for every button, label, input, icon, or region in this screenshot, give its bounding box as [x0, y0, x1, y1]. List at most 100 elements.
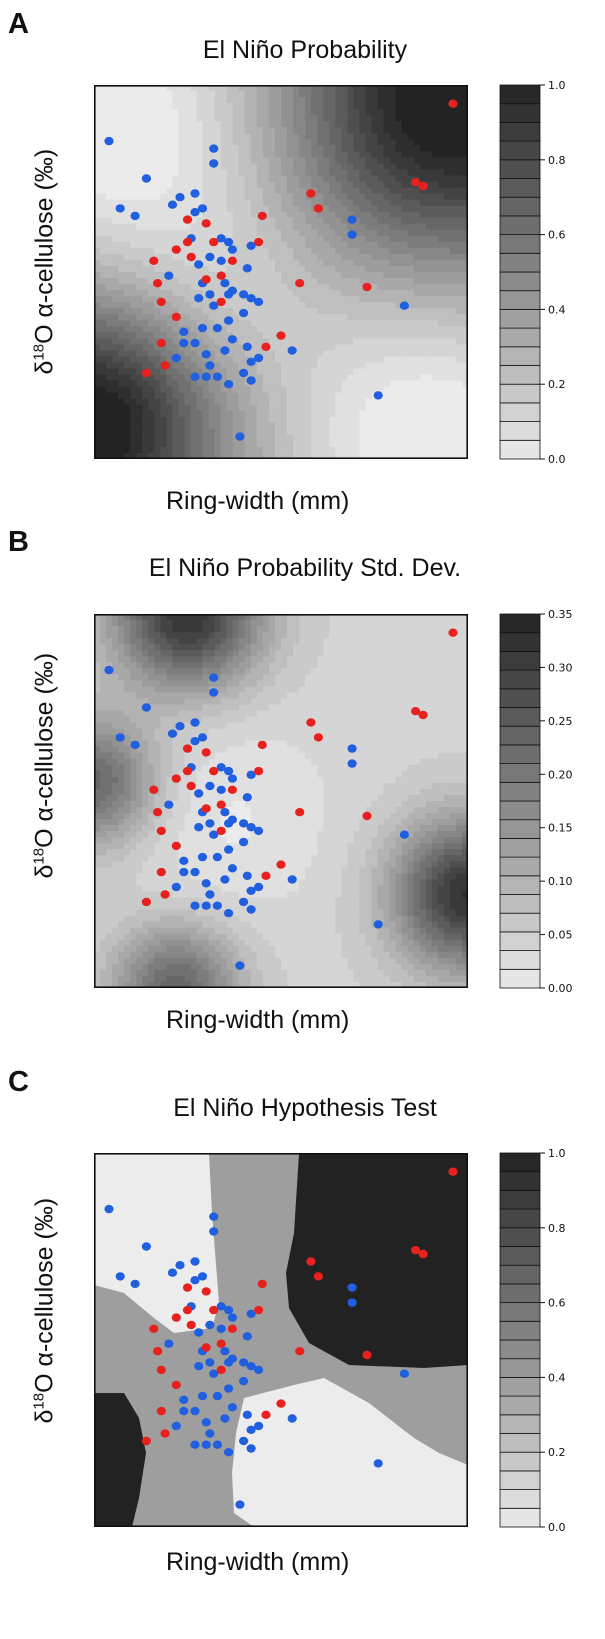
other-year-point [141, 174, 151, 183]
colorbar-band [499, 1320, 541, 1341]
colorbar: 0.00 0.05 0.10 0.15 0.20 0.25 0.30 0.35 [499, 608, 573, 995]
panel-label: A [8, 8, 29, 40]
colorbar-band [499, 290, 541, 310]
plot-area [94, 614, 468, 988]
el-nino-point [306, 718, 316, 727]
other-year-point [399, 301, 409, 310]
el-nino-point [411, 1246, 421, 1255]
el-nino-point [448, 628, 458, 637]
y-axis-label: δ18O α-cellulose (‰) [30, 148, 59, 375]
other-year-point [246, 357, 256, 366]
other-year-point [205, 290, 215, 299]
other-year-point [201, 372, 211, 381]
colorbar-band [499, 1152, 541, 1173]
colorbar-tick-label: 0.4 [548, 1371, 566, 1384]
other-year-point [179, 1406, 189, 1416]
other-year-point [242, 871, 252, 880]
el-nino-point [153, 1347, 163, 1356]
other-year-point [246, 1362, 256, 1371]
other-year-point [287, 346, 297, 355]
plot-frame [94, 1153, 468, 1527]
other-year-point [220, 808, 230, 817]
other-year-point [224, 290, 234, 299]
colorbar-band [499, 781, 541, 802]
colorbar-band [499, 1302, 541, 1322]
el-nino-point [313, 733, 323, 742]
colorbar-band [499, 383, 541, 404]
colorbar-tick-label: 0.8 [548, 154, 566, 167]
colorbar-tick-label: 0.30 [548, 661, 573, 674]
other-year-point [167, 729, 178, 738]
other-year-point [209, 1227, 219, 1236]
el-nino-point [156, 1365, 166, 1375]
el-nino-point [160, 1429, 170, 1438]
other-year-point [239, 290, 249, 299]
colorbar-band [499, 1283, 541, 1303]
el-nino-point [216, 1365, 226, 1375]
colorbar-band [499, 800, 541, 821]
other-year-point [212, 852, 222, 862]
other-year-point [246, 770, 256, 779]
el-nino-point [295, 808, 305, 817]
other-year-point [246, 294, 256, 303]
el-nino-point [257, 211, 267, 221]
colorbar-tick-label: 0.6 [548, 1297, 566, 1310]
colorbar-tick-label: 1.0 [548, 79, 566, 92]
other-year-point [224, 766, 234, 776]
other-year-point [254, 353, 264, 363]
other-year-point [190, 372, 200, 381]
el-nino-point [257, 740, 267, 750]
el-nino-point [171, 1313, 181, 1322]
colorbar-tick-label: 0.4 [548, 303, 566, 316]
colorbar-band [499, 875, 541, 895]
el-nino-point [160, 361, 170, 370]
other-year-point [190, 1257, 200, 1266]
other-year-point [220, 279, 230, 288]
other-year-point [194, 1362, 204, 1371]
other-year-point [347, 215, 357, 224]
panel-c: C El Niño Hypothesis Test δ18O α-cellulo… [0, 1066, 605, 1612]
other-year-point [205, 819, 215, 828]
other-year-point [224, 1358, 234, 1367]
plot-area [94, 85, 468, 459]
colorbar-band [499, 1171, 541, 1191]
el-nino-point [201, 748, 211, 757]
other-year-point [347, 1298, 357, 1307]
el-nino-point [261, 342, 271, 351]
colorbar-band [499, 402, 541, 422]
other-year-point [373, 920, 383, 929]
other-year-point [205, 361, 215, 370]
other-year-point [179, 338, 189, 348]
other-year-point [171, 1421, 181, 1431]
other-year-point [104, 136, 114, 146]
colorbar-band [499, 894, 541, 914]
other-year-point [220, 1414, 230, 1423]
el-nino-point [448, 1167, 458, 1176]
other-year-point [242, 793, 252, 802]
panel-a: A El Niño Probability δ18O α-cellulose (… [0, 0, 605, 546]
el-nino-point [149, 256, 159, 265]
other-year-point [347, 230, 357, 239]
colorbar-band [499, 1227, 541, 1247]
x-axis-label: Ring-width (mm) [166, 1548, 350, 1576]
el-nino-point [156, 297, 166, 307]
plot-frame [94, 85, 468, 459]
el-nino-point [227, 1324, 237, 1333]
colorbar-band [499, 837, 541, 858]
el-nino-point [156, 867, 166, 877]
y-axis-label: δ18O α-cellulose (‰) [30, 1197, 59, 1424]
colorbar-band [499, 707, 541, 727]
other-year-point [227, 1313, 237, 1322]
colorbar-tick-label: 0.25 [548, 715, 573, 728]
other-year-point [235, 432, 245, 441]
other-year-point [254, 882, 264, 892]
other-year-point [197, 733, 208, 742]
el-nino-point [149, 785, 159, 794]
other-year-point [205, 1429, 215, 1438]
colorbar: 0.0 0.2 0.4 0.6 0.8 1.0 [499, 1147, 566, 1534]
other-year-point [104, 1204, 114, 1214]
other-year-point [235, 1500, 245, 1509]
data-points [104, 628, 458, 970]
other-year-point [164, 800, 174, 809]
other-year-point [216, 785, 226, 794]
